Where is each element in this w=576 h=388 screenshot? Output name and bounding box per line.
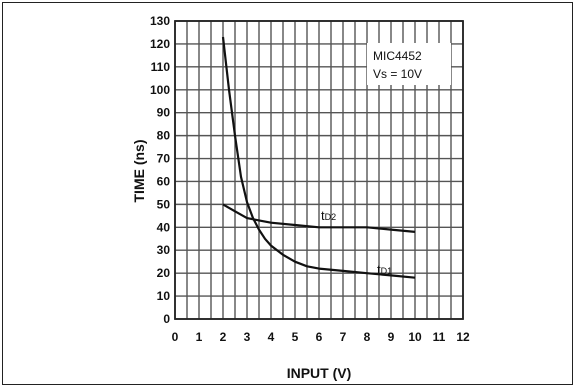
y-tick-label: 0: [163, 312, 170, 326]
series-line-td2: [222, 203, 416, 233]
x-tick-label: 9: [388, 330, 395, 344]
x-axis-title: INPUT (V): [287, 365, 352, 381]
x-tick-labels: 0 1 2 3 4 5 6 7 8 9 10 11 12: [172, 330, 470, 344]
y-axis-title: TIME (ns): [131, 140, 147, 203]
series-label-td2-sub: D2: [325, 212, 337, 222]
annotation-line-1: MIC4452: [373, 49, 422, 63]
y-tick-label: 30: [157, 243, 171, 257]
annotation-background: [367, 43, 451, 85]
y-tick-label: 130: [150, 14, 170, 28]
y-tick-labels: 0 10 20 30 40 50 60 70 80 90 100 110 120 130: [150, 14, 170, 326]
y-tick-label: 10: [157, 289, 171, 303]
y-tick-label: 20: [157, 266, 171, 280]
x-tick-label: 7: [340, 330, 347, 344]
x-tick-label: 2: [220, 330, 227, 344]
y-tick-label: 80: [157, 129, 171, 143]
x-tick-label: 12: [456, 330, 470, 344]
chart: 0 1 2 3 4 5 6 7 8 9 10 11 12 01020304050607080901001…: [131, 14, 470, 381]
series-line-td1: [221, 36, 416, 279]
x-tick-label: 8: [364, 330, 371, 344]
y-tick-label: 120: [150, 37, 170, 51]
y-tick-label: 50: [157, 197, 171, 211]
x-tick-label: 5: [292, 330, 299, 344]
series-label-td2-main: t: [321, 208, 325, 223]
x-tick-label: 6: [316, 330, 323, 344]
series-lines: [221, 36, 416, 279]
x-tick-label: 1: [196, 330, 203, 344]
plot-border: [174, 20, 464, 320]
x-tick-label: 0: [172, 330, 179, 344]
y-tick-label: 110: [151, 60, 171, 74]
y-tick-label: 60: [157, 174, 171, 188]
chart-frame: 0 1 2 3 4 5 6 7 8 9 10 11 12 0 10 20 30 40 50 60 70 80 90 100 1…: [2, 2, 573, 385]
series-label-td2: tD2: [321, 208, 336, 223]
x-tick-label: 11: [433, 330, 446, 344]
y-tick-label: 100: [150, 83, 170, 97]
series-label-td1: tD1: [377, 262, 392, 277]
y-tick-label: 70: [157, 152, 171, 166]
x-tick-label: 10: [408, 330, 422, 344]
y-tick-label: 90: [157, 106, 171, 120]
series-label-td1-sub: D1: [381, 266, 393, 276]
series-label-td1-main: t: [377, 262, 381, 277]
x-tick-label: 3: [244, 330, 251, 344]
annotation-line-2: Vs = 10V: [373, 67, 422, 81]
y-tick-label: 40: [157, 220, 171, 234]
x-tick-label: 4: [268, 330, 275, 344]
